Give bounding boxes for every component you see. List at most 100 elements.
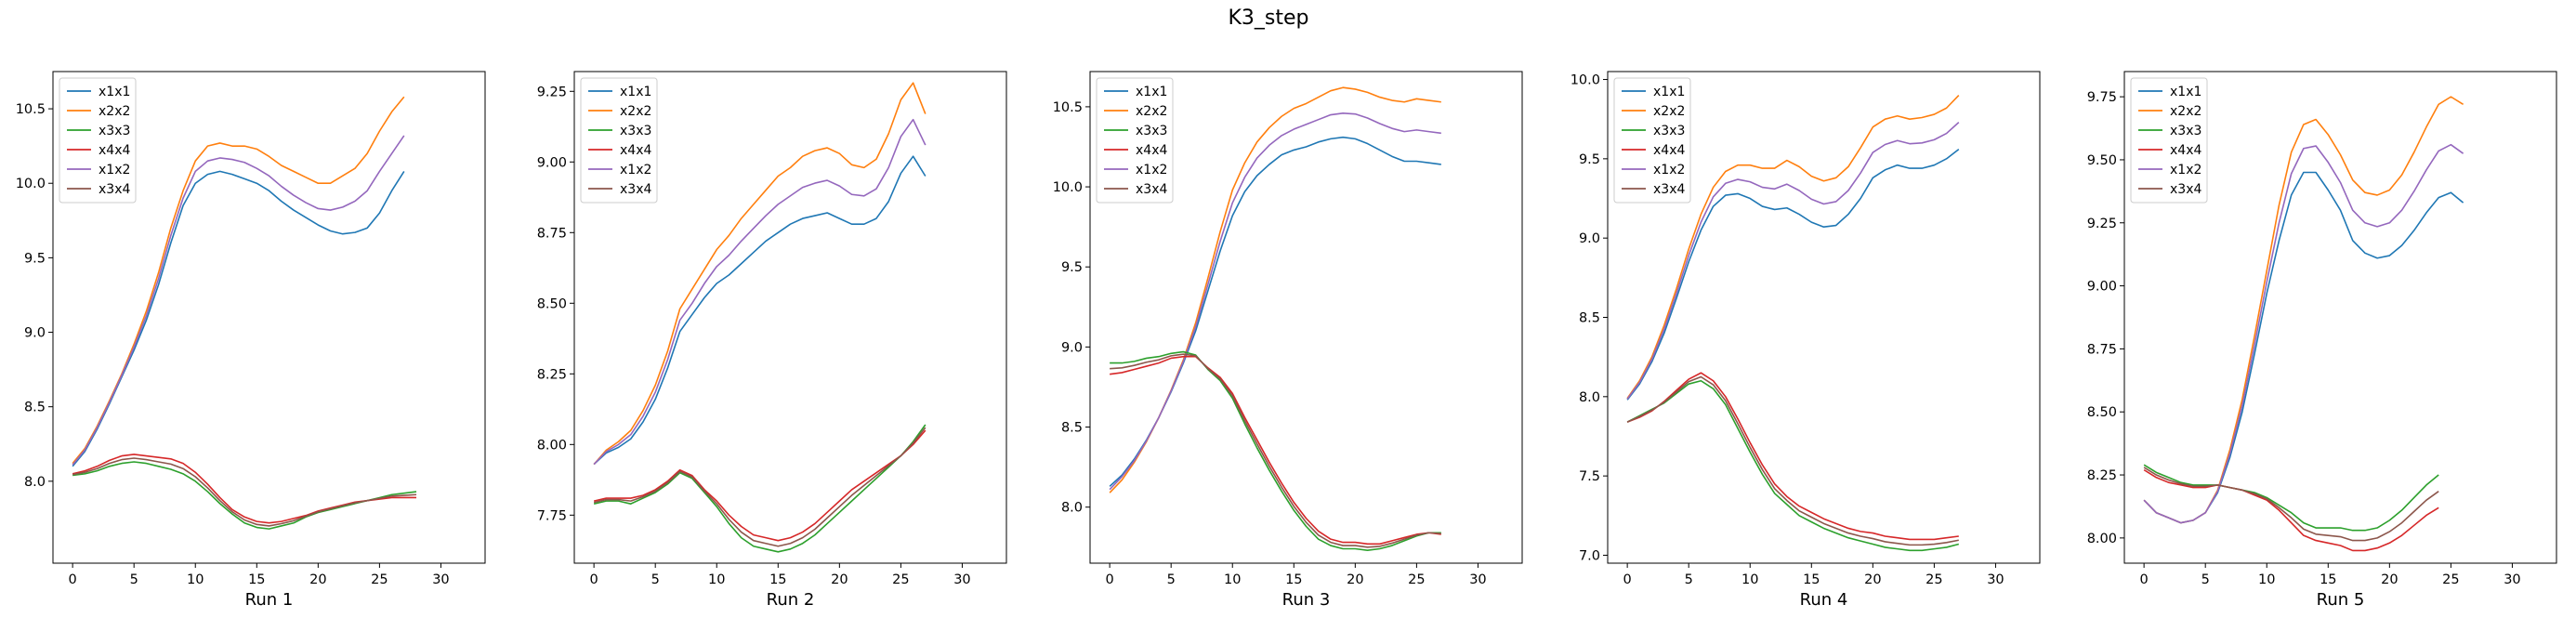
x-tick-label: 25 xyxy=(2442,572,2459,587)
y-tick-label: 7.0 xyxy=(1579,548,1600,563)
x-tick-label: 30 xyxy=(2504,572,2520,587)
series-line-x3x4 xyxy=(72,457,417,527)
series-line-x1x2 xyxy=(72,135,405,466)
legend-label-x4x4: x4x4 xyxy=(2170,143,2201,158)
x-tick-label: 15 xyxy=(1285,572,1302,587)
y-tick-label: 8.00 xyxy=(2087,532,2117,546)
y-tick-label: 9.0 xyxy=(1579,231,1600,246)
y-tick-label: 8.0 xyxy=(24,475,46,490)
x-tick-label: 0 xyxy=(1623,572,1632,587)
series-line-x1x2 xyxy=(1109,112,1441,491)
legend-label-x1x2: x1x2 xyxy=(620,163,651,178)
y-tick-label: 10.0 xyxy=(1571,73,1600,88)
legend-label-x3x4: x3x4 xyxy=(620,182,651,197)
axes-frame xyxy=(52,71,486,564)
subplot-5: 0 5 10 15 20 25 30 8.00 8.25 8.50 8.75 9.00 9.25 9.50… xyxy=(2087,71,2557,610)
x-tick-label: 25 xyxy=(1925,572,1942,587)
subplot-4: 0 5 10 15 20 25 30 7.0 7.5 8.0 8.5 9.0 9.5 10.0 Run 4 x… xyxy=(1571,71,2041,610)
y-tick-label: 7.5 xyxy=(1579,469,1600,484)
y-tick-label: 10.5 xyxy=(16,102,46,117)
legend-label-x2x2: x2x2 xyxy=(2170,104,2201,119)
series-line-x4x4 xyxy=(1626,372,1959,541)
legend: x1x1 x2x2 x3x3 x4x4 x1x2 x3x4 xyxy=(2130,77,2208,204)
y-tick-label: 10.0 xyxy=(1053,180,1083,195)
legend-label-x3x3: x3x3 xyxy=(99,124,130,138)
series-line-x3x4 xyxy=(2143,467,2439,542)
x-tick-label: 10 xyxy=(187,572,204,587)
legend-label-x1x1: x1x1 xyxy=(620,85,651,99)
x-tick-label: 5 xyxy=(130,572,138,587)
series-line-x1x1 xyxy=(1626,148,1960,401)
legend: x1x1 x2x2 x3x3 x4x4 x1x2 x3x4 xyxy=(59,77,137,204)
figure-title: K3_step xyxy=(1228,7,1308,30)
x-tick-label: 10 xyxy=(1224,572,1241,587)
legend: x1x1 x2x2 x3x3 x4x4 x1x2 x3x4 xyxy=(1613,77,1691,204)
x-tick-label: 5 xyxy=(1167,572,1176,587)
legend-label-x4x4: x4x4 xyxy=(620,143,651,158)
legend-label-x1x2: x1x2 xyxy=(99,163,130,178)
y-tick-label: 10.0 xyxy=(16,177,46,191)
x-tick-label: 30 xyxy=(953,572,970,587)
legend-label-x2x2: x2x2 xyxy=(1653,104,1685,119)
series-line-x2x2 xyxy=(593,82,927,466)
legend-label-x3x4: x3x4 xyxy=(99,182,130,197)
x-tick-label: 5 xyxy=(2201,572,2210,587)
y-tick-label: 8.75 xyxy=(537,226,567,241)
x-tick-label: 25 xyxy=(371,572,388,587)
y-tick-label: 10.5 xyxy=(1053,100,1083,115)
y-tick-label: 7.75 xyxy=(537,508,567,523)
legend-label-x1x1: x1x1 xyxy=(1136,85,1167,99)
x-tick-label: 30 xyxy=(432,572,449,587)
y-tick-label: 8.25 xyxy=(2087,468,2117,483)
x-tick-label: 20 xyxy=(831,572,848,587)
legend-label-x1x2: x1x2 xyxy=(1136,163,1167,178)
x-axis-label: Run 3 xyxy=(1282,590,1331,610)
x-tick-label: 0 xyxy=(69,572,77,587)
subplots: 0 5 10 15 20 25 30 8.0 8.5 9.0 9.5 10.0 10.5 Run 1 x1x… xyxy=(16,71,2557,610)
series-line-x3x4 xyxy=(593,427,927,547)
x-tick-label: 0 xyxy=(1106,572,1114,587)
series-line-x3x4 xyxy=(1626,375,1959,546)
series-line-x4x4 xyxy=(593,429,927,542)
legend-label-x3x3: x3x3 xyxy=(1653,124,1685,138)
y-tick-label: 9.0 xyxy=(1061,340,1083,355)
y-tick-label: 9.0 xyxy=(24,326,46,341)
y-tick-label: 9.00 xyxy=(537,155,567,170)
y-tick-label: 8.75 xyxy=(2087,342,2117,357)
x-tick-label: 5 xyxy=(651,572,660,587)
y-tick-label: 9.00 xyxy=(2087,280,2117,295)
legend-label-x1x2: x1x2 xyxy=(1653,163,1685,178)
series-line-x1x1 xyxy=(72,170,405,467)
legend-label-x4x4: x4x4 xyxy=(1136,143,1167,158)
legend-label-x3x3: x3x3 xyxy=(2170,124,2201,138)
series-line-x1x1 xyxy=(593,155,927,466)
x-tick-label: 15 xyxy=(2320,572,2336,587)
y-tick-label: 9.5 xyxy=(24,251,46,266)
legend-label-x2x2: x2x2 xyxy=(1136,104,1167,119)
subplot-1: 0 5 10 15 20 25 30 8.0 8.5 9.0 9.5 10.0 10.5 Run 1 x1x… xyxy=(16,71,486,610)
legend-label-x3x3: x3x3 xyxy=(1136,124,1167,138)
x-tick-label: 20 xyxy=(1864,572,1881,587)
x-tick-label: 10 xyxy=(708,572,725,587)
y-tick-label: 8.25 xyxy=(537,367,567,382)
y-tick-label: 9.5 xyxy=(1061,260,1083,275)
axes-frame xyxy=(1089,71,1523,564)
x-tick-label: 20 xyxy=(309,572,326,587)
y-tick-label: 8.00 xyxy=(537,438,567,453)
legend-box xyxy=(1613,77,1691,204)
axes-frame xyxy=(573,71,1007,564)
legend-label-x1x1: x1x1 xyxy=(1653,85,1685,99)
series-line-x1x1 xyxy=(2143,171,2464,524)
legend-box xyxy=(2130,77,2208,204)
subplot-2: 0 5 10 15 20 25 30 7.75 8.00 8.25 8.50 8.75 9.00 9.25… xyxy=(537,71,1007,610)
y-tick-label: 8.0 xyxy=(1061,501,1083,516)
x-axis-label: Run 2 xyxy=(767,590,815,610)
series-line-x2x2 xyxy=(72,96,405,465)
x-axis-label: Run 4 xyxy=(1800,590,1848,610)
axes-frame xyxy=(2123,71,2557,564)
legend-label-x3x3: x3x3 xyxy=(620,124,651,138)
subplot-3: 0 5 10 15 20 25 30 8.0 8.5 9.0 9.5 10.0 10.5 Run 3 x1x… xyxy=(1053,71,1523,610)
legend-label-x3x4: x3x4 xyxy=(1136,182,1167,197)
series-line-x3x3 xyxy=(1626,379,1960,552)
x-tick-label: 5 xyxy=(1685,572,1693,587)
